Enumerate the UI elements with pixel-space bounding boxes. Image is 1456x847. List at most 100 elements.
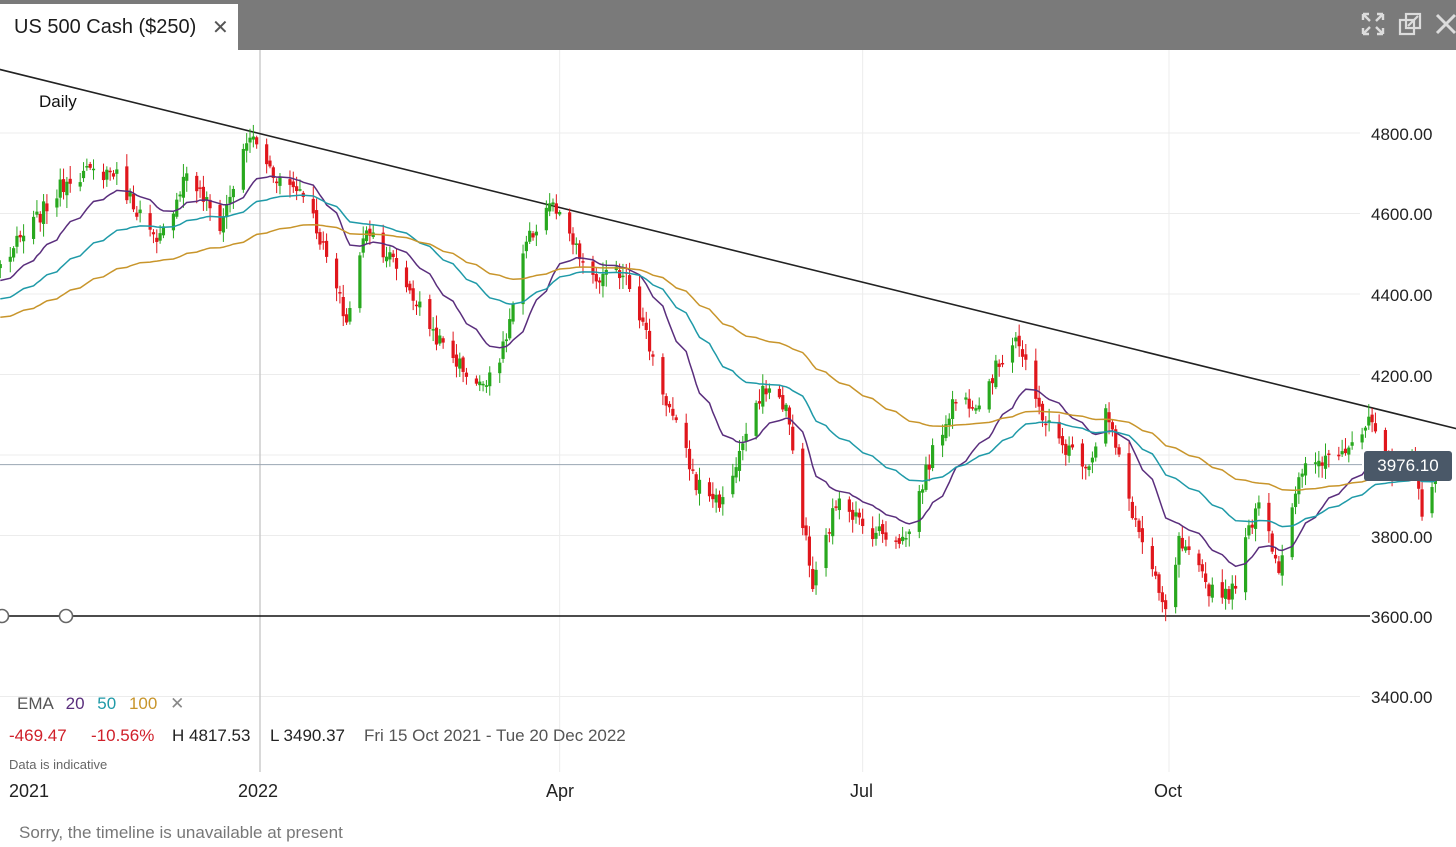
candle — [35, 200, 39, 218]
candle-body — [1277, 561, 1281, 573]
popout-icon[interactable] — [1398, 12, 1422, 36]
candle — [1134, 505, 1138, 527]
candle — [974, 404, 978, 414]
candle — [734, 457, 738, 484]
candle-body — [744, 433, 748, 442]
candle — [195, 172, 199, 204]
remove-ema-icon[interactable]: ✕ — [170, 694, 185, 713]
candle-body — [171, 213, 176, 231]
candle — [161, 223, 166, 239]
candle-body — [128, 192, 132, 197]
candle-body — [1267, 502, 1271, 532]
candle — [694, 471, 698, 496]
candle-body — [997, 363, 1001, 367]
candle-body — [767, 388, 772, 393]
candle-body — [1174, 564, 1178, 608]
candle-body — [1020, 349, 1025, 357]
candle — [674, 414, 678, 423]
candle — [15, 226, 19, 254]
candle — [627, 262, 632, 293]
price-chart[interactable] — [0, 50, 1456, 847]
candle — [384, 246, 389, 268]
candle-body — [178, 194, 182, 197]
close-window-icon[interactable] — [1434, 12, 1456, 36]
candle — [987, 378, 991, 413]
candle — [651, 350, 655, 366]
candle — [834, 500, 838, 511]
candle — [81, 162, 86, 182]
candle-body — [987, 381, 991, 410]
candle — [757, 389, 762, 410]
candle — [1350, 431, 1354, 450]
candle — [944, 415, 948, 442]
candle-body — [637, 286, 642, 321]
candle-body — [1293, 493, 1298, 508]
candle — [554, 194, 558, 220]
candle-body — [474, 378, 479, 384]
candle — [348, 301, 352, 325]
candle — [1300, 468, 1304, 488]
timeframe-label[interactable]: Daily — [39, 92, 77, 111]
support-line-handle-left — [0, 608, 10, 624]
candle-body — [1363, 427, 1368, 431]
candle-body — [408, 283, 412, 291]
candle-body — [338, 292, 342, 294]
candle — [1360, 427, 1364, 450]
candle-body — [1350, 442, 1354, 446]
ema-100-line — [0, 223, 1436, 492]
candle-body — [1250, 524, 1254, 528]
candle-body — [1273, 554, 1278, 559]
candle — [578, 240, 582, 268]
expand-icon[interactable] — [1361, 12, 1385, 36]
instrument-tab[interactable]: US 500 Cash ($250) ✕ — [0, 4, 238, 50]
candle — [671, 397, 675, 421]
candle — [687, 440, 692, 481]
candle — [61, 168, 66, 200]
candle — [714, 488, 718, 513]
candle-body — [1420, 489, 1424, 517]
candle — [524, 235, 528, 259]
candle — [568, 208, 572, 242]
candle — [754, 400, 758, 440]
candle — [711, 482, 715, 508]
candle-body — [921, 489, 925, 493]
candle-body — [674, 417, 678, 421]
candle — [1104, 404, 1108, 447]
candle-body — [231, 188, 235, 198]
candle — [315, 198, 319, 240]
candle-body — [1207, 584, 1211, 597]
ema-20-line — [0, 175, 1436, 568]
candle-body — [504, 339, 508, 342]
ema-legend[interactable]: EMA 20 50 100 ✕ — [17, 694, 184, 714]
candle-body — [1187, 546, 1191, 551]
candle — [1010, 337, 1015, 373]
candle — [1347, 445, 1351, 463]
tab-close-icon[interactable]: ✕ — [212, 17, 229, 39]
candle-body — [1127, 453, 1131, 499]
candle-body — [757, 401, 762, 404]
candle — [1000, 354, 1005, 368]
candle — [1323, 443, 1328, 479]
candle — [1200, 559, 1204, 578]
candle — [921, 484, 925, 504]
candle-body — [528, 230, 532, 242]
candle-body — [1140, 528, 1144, 543]
candle — [1337, 446, 1341, 461]
candle — [1327, 449, 1331, 468]
candle — [148, 204, 152, 237]
candle — [1094, 442, 1098, 462]
candle-body — [1000, 362, 1005, 365]
candle — [414, 300, 419, 315]
candle-body — [761, 385, 765, 407]
candle — [1140, 516, 1144, 554]
candle-body — [894, 540, 898, 542]
candle — [930, 438, 935, 472]
candle — [1303, 456, 1308, 486]
candle-body — [711, 493, 715, 500]
candle-body — [904, 538, 908, 540]
candle-body — [205, 197, 209, 201]
candle — [301, 190, 305, 203]
candle-body — [1057, 421, 1061, 439]
candle — [1363, 425, 1368, 438]
y-tick-3800: 3800.00 — [1371, 528, 1433, 547]
